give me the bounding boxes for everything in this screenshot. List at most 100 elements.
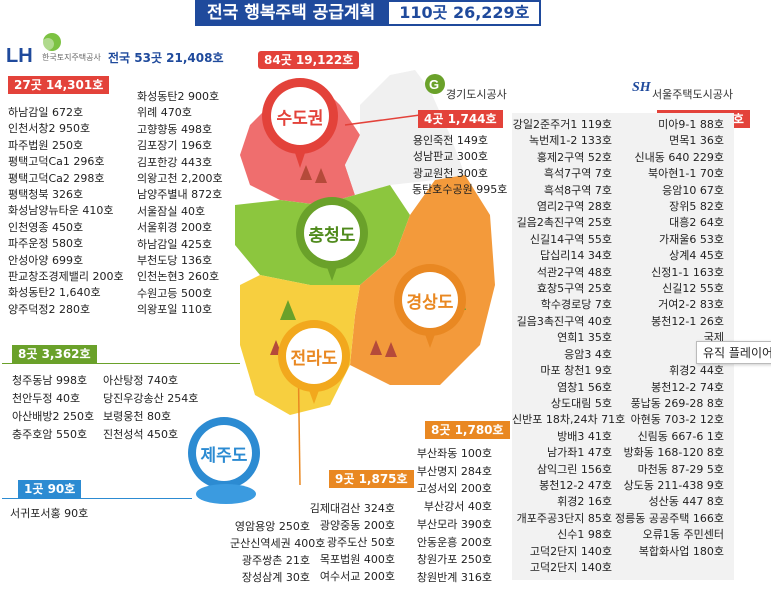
list-item: 화성남양뉴타운 410호: [8, 204, 114, 218]
chungcheong-head: 8곳 3,362호: [12, 345, 97, 363]
list-item: 수원고등 500호: [137, 286, 213, 300]
list-item: 면목1 36호: [669, 134, 724, 148]
list-item: 광양중동 200호: [319, 519, 395, 532]
list-item: 인천논현3 260호: [137, 270, 220, 284]
gg-name: 경기도시공사: [446, 88, 507, 101]
list-item: 목포법원 400호: [319, 553, 395, 566]
list-item: 성남판교 300호: [412, 150, 488, 164]
list-item: 평택청북 326호: [8, 188, 84, 202]
tooltip: 유직 플레이어: [696, 341, 771, 364]
lh-total: 전국 53곳 21,408호: [108, 51, 224, 65]
list-item: 김포장기 196호: [137, 139, 213, 153]
list-item: 군산신역세권 400호: [230, 537, 326, 550]
list-item: 아산배방2 250호: [12, 410, 95, 423]
list-item: 풍납동 269-28 8호: [630, 396, 724, 410]
list-item: 부산모라 390호: [416, 517, 492, 531]
list-item: 진천성석 450호: [103, 428, 179, 441]
gyeongsang-head: 8곳 1,780호: [425, 421, 510, 439]
list-item: 방배3 41호: [557, 429, 612, 443]
list-item: 영암용앙 250호: [234, 520, 310, 533]
list-item: 정릉동 공공주택 166호: [615, 511, 724, 525]
list-item: 여수서교 200호: [319, 570, 395, 583]
list-item: 당진우강송산 254호: [103, 392, 199, 405]
chungcheong-col2: 아산탕정 740호 당진우강송산 254호 보령웅천 80호 진천성석 450호: [103, 372, 198, 444]
svg-text:G: G: [429, 77, 439, 92]
list-item: 답십리14 34호: [540, 249, 612, 263]
list-item: 신반포 18차,24차 71호: [512, 413, 626, 427]
gyeongsang-pin: 경상도: [394, 264, 466, 354]
list-item: 거여2-2 83호: [658, 298, 724, 312]
page-subtitle: 110곳 26,229호: [387, 0, 542, 26]
list-item: 개포주공3단지 85호: [516, 511, 612, 525]
list-item: 홍제2구역 52호: [536, 150, 612, 164]
jeju-rule: [2, 498, 192, 499]
capital-lh-col2: 화성동탄2 900호 위례 470호 고향향동 498호 김포장기 196호 김포한강 …: [137, 89, 223, 319]
list-item: 장성삼계 30호: [241, 571, 310, 584]
gg-logo-icon: G: [425, 74, 445, 94]
list-item: 휘경2 16호: [557, 495, 612, 509]
gg-list: 용인죽전 149호 성남판교 300호 광교원천 300호 동탄호수공원 995호: [412, 133, 508, 199]
chungcheong-region-label: 충청도: [304, 205, 360, 261]
list-item: 응암3 4호: [564, 347, 612, 361]
list-item: 상도동 211-438 9호: [623, 478, 724, 492]
jeju-island: [196, 484, 256, 504]
jeolla-col1: 영암용앙 250호 군산신역세권 400호 광주쌍촌 21호 장성삼계 30호: [230, 518, 326, 586]
list-item: 미아9-1 88호: [658, 118, 724, 131]
list-item: 봉천12-2 74호: [651, 380, 724, 394]
list-item: 인천서창2 950호: [8, 122, 91, 136]
lh-logo-icon: LH: [6, 33, 61, 64]
list-item: 오류1동 주민센터: [642, 528, 724, 542]
list-item: 학수경로당 7호: [540, 298, 612, 312]
list-item: 방화동 168-120 8호: [623, 446, 724, 460]
list-item: 동탄호수공원 995호: [412, 183, 508, 197]
gg-head: 4곳 1,744호: [418, 110, 503, 128]
capital-lh-head: 27곳 14,301호: [8, 76, 110, 94]
list-item: 창원가포 250호: [416, 553, 492, 567]
list-item: 위례 470호: [137, 106, 192, 120]
list-item: 파주법원 250호: [8, 138, 84, 152]
list-item: 삼익그린 156호: [536, 462, 612, 476]
capital-region-label: 수도권: [271, 87, 329, 145]
list-item: 안동운흥 200호: [416, 535, 492, 549]
list-item: 장위5 82호: [669, 200, 724, 214]
list-item: 아현동 703-2 12호: [630, 413, 724, 427]
jeju-head: 1곳 90호: [18, 480, 82, 498]
list-item: 판교창조경제밸리 200호: [8, 270, 124, 284]
title-bar: 전국 행복주택 공급계획 110곳 26,229호: [195, 0, 557, 26]
list-item: 부천도당 136호: [137, 254, 213, 268]
list-item: 하남감일 425호: [137, 237, 213, 251]
list-item: 양주덕정2 280호: [8, 302, 91, 316]
list-item: 신정1-1 163호: [651, 265, 724, 279]
list-item: 부산강서 40호: [423, 500, 492, 514]
list-item: 의왕포일 110호: [137, 303, 213, 317]
list-item: 신림동 667-6 1호: [637, 429, 724, 443]
list-item: 흑석7구역 7호: [543, 167, 612, 181]
list-item: 부산명지 284호: [416, 464, 492, 478]
jeolla-head: 9곳 1,875호: [329, 470, 414, 488]
capital-pin: 수도권: [262, 78, 338, 174]
list-item: 길음2촉진구역 25호: [516, 216, 612, 230]
chungcheong-pin: 충청도: [296, 197, 368, 287]
list-item: 강일2준주거1 119호: [512, 118, 612, 131]
list-item: 의왕고천 2,200호: [137, 172, 223, 186]
svg-text:LH: LH: [6, 45, 33, 64]
lh-org-name: 한국토지주택공사: [42, 53, 101, 62]
list-item: 길음3촉진구역 40호: [516, 314, 612, 328]
list-item: 서울휘경 200호: [137, 221, 213, 235]
list-item: 김제대검산 324호: [309, 502, 395, 515]
list-item: 광교원천 300호: [412, 166, 488, 180]
list-item: 염창1 56호: [557, 380, 612, 394]
list-item: 평택고덕Ca2 298호: [8, 171, 105, 185]
gyeongsang-region-label: 경상도: [402, 272, 458, 328]
list-item: 석관2구역 48호: [536, 265, 612, 279]
list-item: 평택고덕Ca1 296호: [8, 155, 105, 169]
sh-name: 서울주택도시공사: [652, 88, 733, 101]
jeju-region-label: 제주도: [196, 425, 252, 481]
list-item: 상계4 45호: [669, 249, 724, 263]
list-item: 복합화사업 180호: [638, 544, 724, 558]
list-item: 마포 창천1 9호: [540, 364, 612, 378]
list-item: 광주도산 50호: [326, 536, 395, 549]
list-item: 성산동 447 8호: [648, 495, 724, 509]
list-item: 서귀포서홍 90호: [10, 507, 89, 520]
capital-lh-col1: 하남감일 672호 인천서창2 950호 파주법원 250호 평택고덕Ca1 296호…: [8, 105, 124, 318]
